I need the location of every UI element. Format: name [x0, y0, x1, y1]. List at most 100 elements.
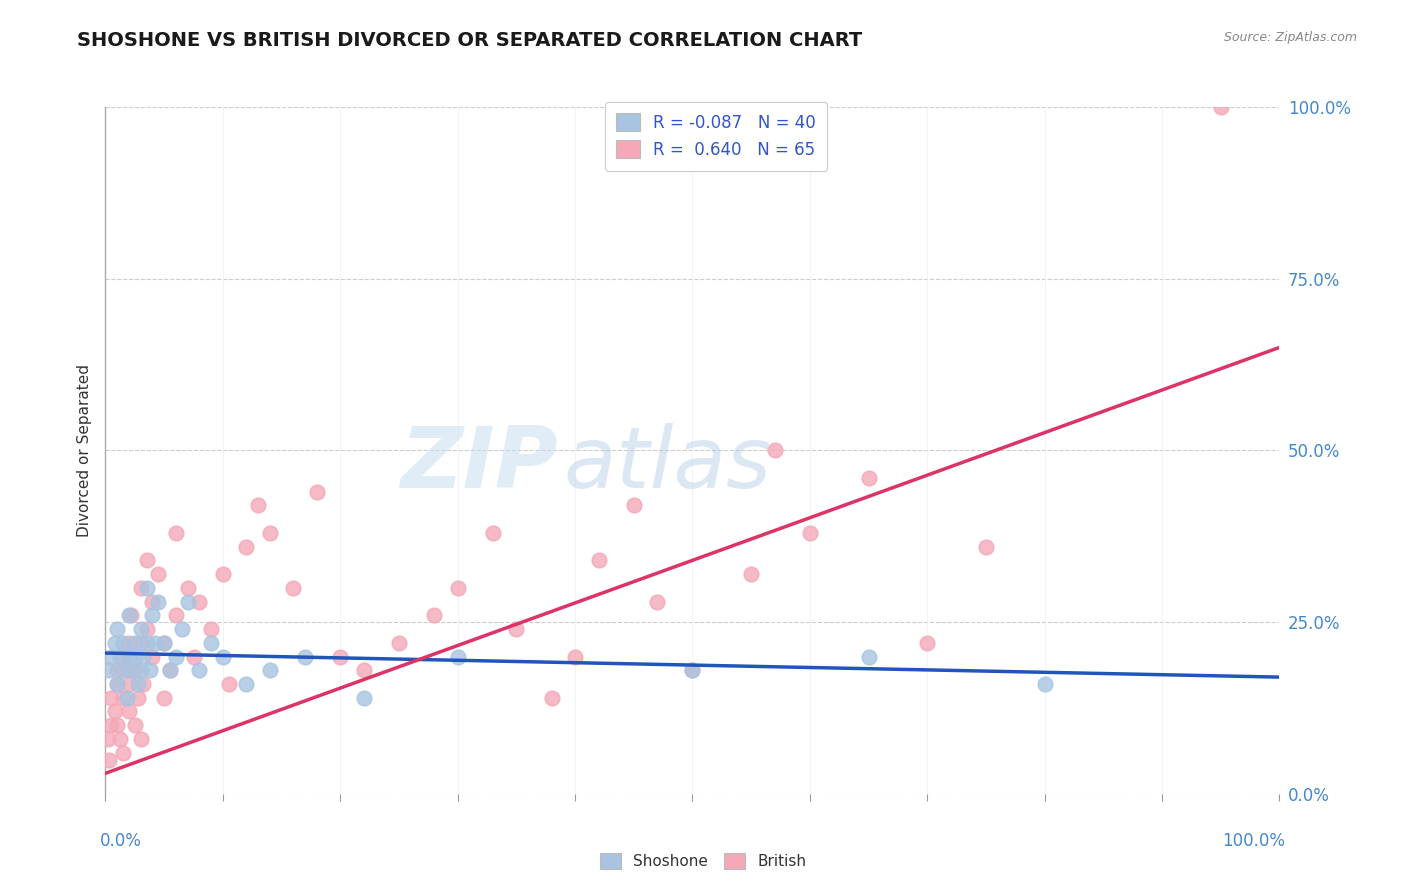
- Point: [183, 649, 205, 664]
- Point: [682, 663, 704, 677]
- Point: [1209, 100, 1232, 114]
- Point: [974, 540, 997, 554]
- Point: [124, 718, 146, 732]
- Point: [159, 663, 181, 677]
- Point: [188, 594, 211, 608]
- Point: [139, 663, 162, 677]
- Point: [127, 677, 149, 691]
- Point: [799, 525, 821, 540]
- Point: [211, 567, 233, 582]
- Point: [165, 608, 187, 623]
- Point: [98, 753, 121, 767]
- Point: [105, 663, 128, 677]
- Point: [132, 649, 155, 664]
- Point: [200, 622, 222, 636]
- Point: [305, 484, 328, 499]
- Point: [105, 718, 128, 732]
- Point: [740, 567, 762, 582]
- Y-axis label: Divorced or Separated: Divorced or Separated: [76, 364, 91, 537]
- Point: [623, 499, 645, 513]
- Point: [423, 608, 446, 623]
- Point: [188, 663, 211, 677]
- Text: ZIP: ZIP: [399, 423, 557, 506]
- Point: [124, 636, 146, 650]
- Point: [100, 718, 122, 732]
- Point: [858, 471, 880, 485]
- Point: [108, 731, 131, 746]
- Point: [170, 622, 193, 636]
- Point: [112, 746, 135, 760]
- Text: 100.0%: 100.0%: [1222, 831, 1285, 850]
- Point: [115, 690, 138, 705]
- Point: [141, 594, 163, 608]
- Point: [118, 636, 141, 650]
- Point: [118, 677, 141, 691]
- Point: [143, 636, 166, 650]
- Point: [165, 649, 187, 664]
- Point: [505, 622, 527, 636]
- Point: [135, 636, 157, 650]
- Point: [329, 649, 352, 664]
- Point: [135, 553, 157, 567]
- Point: [105, 677, 128, 691]
- Point: [447, 581, 470, 595]
- Point: [353, 663, 375, 677]
- Point: [353, 690, 375, 705]
- Legend: Shoshone, British: Shoshone, British: [593, 847, 813, 875]
- Point: [104, 636, 127, 650]
- Point: [104, 705, 127, 719]
- Point: [564, 649, 586, 664]
- Point: [588, 553, 610, 567]
- Point: [118, 705, 141, 719]
- Point: [100, 690, 122, 705]
- Point: [153, 636, 176, 650]
- Point: [112, 636, 135, 650]
- Point: [259, 663, 281, 677]
- Point: [97, 731, 120, 746]
- Point: [141, 649, 163, 664]
- Point: [112, 690, 135, 705]
- Point: [294, 649, 316, 664]
- Point: [135, 622, 157, 636]
- Point: [247, 499, 270, 513]
- Point: [858, 649, 880, 664]
- Point: [176, 594, 198, 608]
- Point: [218, 677, 240, 691]
- Point: [283, 581, 305, 595]
- Point: [115, 663, 138, 677]
- Point: [235, 540, 257, 554]
- Point: [148, 594, 170, 608]
- Point: [200, 636, 222, 650]
- Legend: R = -0.087   N = 40, R =  0.640   N = 65: R = -0.087 N = 40, R = 0.640 N = 65: [605, 102, 827, 170]
- Point: [176, 581, 198, 595]
- Point: [153, 690, 176, 705]
- Text: 0.0%: 0.0%: [100, 831, 142, 850]
- Point: [124, 649, 146, 664]
- Point: [105, 677, 128, 691]
- Point: [129, 581, 152, 595]
- Point: [259, 525, 281, 540]
- Point: [127, 690, 149, 705]
- Point: [763, 443, 786, 458]
- Point: [105, 622, 128, 636]
- Point: [120, 608, 142, 623]
- Point: [211, 649, 233, 664]
- Point: [540, 690, 562, 705]
- Point: [148, 567, 170, 582]
- Point: [112, 663, 135, 677]
- Point: [129, 622, 152, 636]
- Point: [235, 677, 257, 691]
- Text: atlas: atlas: [564, 423, 772, 506]
- Text: Source: ZipAtlas.com: Source: ZipAtlas.com: [1223, 31, 1357, 45]
- Point: [124, 663, 146, 677]
- Point: [682, 663, 704, 677]
- Point: [108, 649, 131, 664]
- Point: [159, 663, 181, 677]
- Point: [135, 581, 157, 595]
- Point: [118, 608, 141, 623]
- Point: [447, 649, 470, 664]
- Point: [388, 636, 411, 650]
- Point: [482, 525, 505, 540]
- Point: [120, 663, 142, 677]
- Point: [1033, 677, 1056, 691]
